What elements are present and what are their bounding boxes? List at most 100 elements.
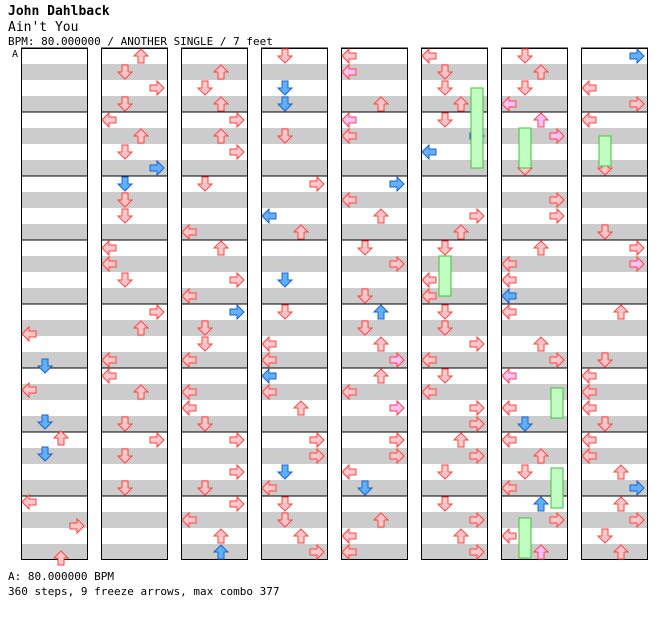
- column-border: [21, 48, 88, 560]
- step-arrow-icon: [436, 464, 454, 480]
- step-arrow-icon: [629, 255, 645, 273]
- beat-band: [21, 304, 88, 320]
- step-arrow-icon: [469, 543, 485, 561]
- beat-band: [101, 400, 168, 416]
- step-arrow-icon: [629, 511, 645, 529]
- step-arrow-icon: [181, 511, 197, 529]
- step-arrow-icon: [212, 240, 230, 256]
- beat-band: [261, 304, 328, 320]
- beat-band: [261, 512, 328, 528]
- step-arrow-icon: [596, 528, 614, 544]
- step-arrow-icon: [372, 512, 390, 528]
- beat-band: [101, 80, 168, 96]
- beat-band: [21, 480, 88, 496]
- step-arrow-icon: [52, 430, 70, 446]
- beat-band: [181, 432, 248, 448]
- beat-band: [101, 336, 168, 352]
- step-arrow-icon: [276, 464, 294, 480]
- step-arrow-icon: [21, 381, 37, 399]
- step-arrow-icon: [196, 416, 214, 432]
- beat-band: [261, 112, 328, 128]
- beat-band: [341, 160, 408, 176]
- step-arrow-icon: [469, 447, 485, 465]
- beat-band: [501, 272, 568, 288]
- step-arrow-icon: [356, 480, 374, 496]
- step-arrow-icon: [116, 176, 134, 192]
- step-arrow-icon: [309, 431, 325, 449]
- beat-band: [181, 384, 248, 400]
- freeze-arrow-body: [518, 127, 532, 169]
- freeze-arrow-body: [550, 387, 564, 419]
- step-arrow-icon: [292, 224, 310, 240]
- step-arrow-icon: [436, 368, 454, 384]
- step-arrow-icon: [532, 448, 550, 464]
- step-arrow-icon: [229, 271, 245, 289]
- step-arrow-icon: [196, 320, 214, 336]
- beat-band: [21, 192, 88, 208]
- step-arrow-icon: [436, 496, 454, 512]
- step-arrow-icon: [196, 336, 214, 352]
- beat-band: [181, 144, 248, 160]
- step-arrow-icon: [372, 96, 390, 112]
- beat-band: [581, 112, 648, 128]
- step-arrow-icon: [452, 432, 470, 448]
- beat-band: [341, 384, 408, 400]
- step-arrow-icon: [261, 207, 277, 225]
- step-arrow-icon: [292, 528, 310, 544]
- beat-band: [581, 320, 648, 336]
- step-arrow-icon: [389, 255, 405, 273]
- beat-band: [261, 288, 328, 304]
- step-arrow-icon: [116, 64, 134, 80]
- beat-band: [341, 416, 408, 432]
- beat-band: [581, 432, 648, 448]
- beat-band: [21, 496, 88, 512]
- step-arrow-icon: [501, 255, 517, 273]
- beat-band: [181, 48, 248, 64]
- beat-band: [581, 512, 648, 528]
- step-arrow-icon: [276, 128, 294, 144]
- step-arrow-icon: [101, 255, 117, 273]
- chart-meta: BPM: 80.000000 / ANOTHER SINGLE / 7 feet: [8, 35, 273, 48]
- beat-band: [181, 224, 248, 240]
- step-arrow-icon: [452, 224, 470, 240]
- beat-band: [581, 352, 648, 368]
- beat-band: [581, 336, 648, 352]
- column-border: [101, 48, 168, 560]
- step-arrow-icon: [516, 48, 534, 64]
- step-arrow-icon: [549, 207, 565, 225]
- beat-band: [581, 128, 648, 144]
- beat-band: [581, 416, 648, 432]
- freeze-arrow-body: [438, 255, 452, 297]
- step-arrow-icon: [341, 463, 357, 481]
- step-arrow-icon: [629, 479, 645, 497]
- beat-band: [341, 320, 408, 336]
- step-arrow-icon: [132, 384, 150, 400]
- beat-band: [21, 416, 88, 432]
- step-arrow-icon: [116, 272, 134, 288]
- step-chart: A: [12, 47, 648, 566]
- step-arrow-icon: [612, 544, 630, 560]
- step-arrow-icon: [229, 495, 245, 513]
- beat-band: [501, 224, 568, 240]
- step-arrow-icon: [532, 544, 550, 560]
- beat-band: [341, 288, 408, 304]
- beat-band: [421, 288, 488, 304]
- beat-band: [101, 144, 168, 160]
- beat-band: [101, 416, 168, 432]
- beat-band: [261, 480, 328, 496]
- beat-band: [181, 464, 248, 480]
- step-arrow-icon: [149, 159, 165, 177]
- beat-band: [21, 112, 88, 128]
- beat-band: [101, 448, 168, 464]
- step-arrow-icon: [116, 96, 134, 112]
- beat-band: [341, 48, 408, 64]
- step-arrow-icon: [436, 320, 454, 336]
- beat-band: [581, 240, 648, 256]
- step-arrow-icon: [341, 127, 357, 145]
- beat-band: [581, 288, 648, 304]
- beat-band: [581, 192, 648, 208]
- beat-band: [101, 352, 168, 368]
- beat-band: [21, 160, 88, 176]
- beat-band: [181, 400, 248, 416]
- beat-band: [101, 432, 168, 448]
